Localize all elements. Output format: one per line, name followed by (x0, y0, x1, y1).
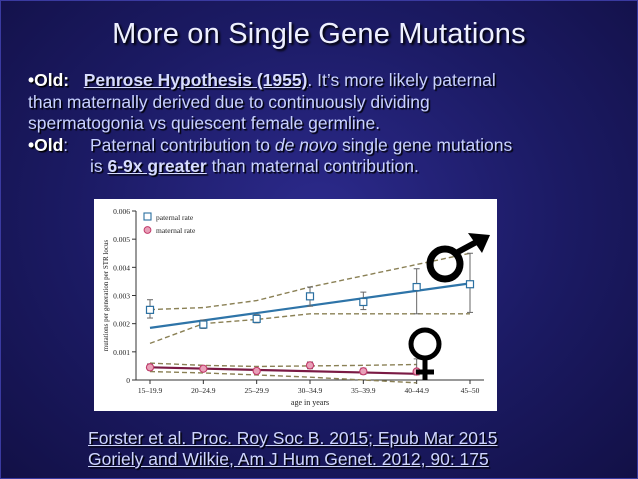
x-tick-label: 15–19.9 (138, 386, 163, 395)
bullet-1-line-3: spermatogonia vs quiescent female germli… (28, 113, 381, 133)
maternal-ci-lower (149, 370, 417, 384)
maternal-point (305, 361, 315, 370)
y-tick-label: 0.002 (113, 320, 130, 329)
paternal-point (465, 280, 475, 289)
bullet-2-post: than maternal contribution. (206, 156, 419, 176)
y-axis-label: mutations per generation per STR locus (102, 240, 110, 352)
x-axis-label: age in years (291, 398, 329, 407)
bullet-2-marker: •Old (28, 134, 64, 155)
paternal-point (199, 320, 208, 329)
reference-1[interactable]: Forster et al. Proc. Roy Soc B. 2015; Ep… (88, 428, 498, 448)
bullet-2-italic: de novo (274, 134, 338, 155)
bullet-2-line-1: Paternal contribution to de novo single … (90, 135, 512, 157)
bullet-2-colon: : (63, 134, 69, 155)
y-tick-label: 0.003 (113, 292, 130, 301)
y-tick-label: 0.005 (113, 235, 130, 244)
bullet-2-text1: Paternal contribution to (90, 134, 275, 155)
male-symbol (426, 233, 490, 283)
female-symbol (408, 327, 442, 380)
y-tick-label: 0.001 (113, 348, 130, 357)
x-tick-label: 30–34.9 (298, 386, 323, 395)
bullet-1-text: It’s more likely paternal (312, 70, 496, 90)
maternal-point (199, 364, 208, 373)
slide-body: •Old: Penrose Hypothesis (1955). It’s mo… (28, 70, 634, 178)
x-tick-label: 35–39.9 (351, 386, 376, 395)
x-tick-label: 20–24.9 (191, 386, 216, 395)
y-tick-label: 0 (126, 376, 130, 385)
maternal-point (145, 363, 155, 372)
paternal-point (412, 282, 421, 292)
maternal-point (252, 366, 261, 376)
bullet-1-sep: . (307, 70, 313, 90)
bullet-1-line-2: than maternally derived due to continuou… (28, 91, 430, 112)
y-tick-label: 0.004 (113, 263, 130, 272)
bullet-2-line-2: is 6-9x greater than maternal contributi… (90, 156, 512, 178)
y-tick-label: 0.006 (113, 207, 130, 216)
bullet-2-emphasis: 6-9x greater (107, 156, 207, 176)
penrose-hypothesis-link[interactable]: Penrose Hypothesis (1955) (83, 70, 308, 90)
legend-maternal-label: maternal rate (156, 226, 196, 235)
bullet-2: •Old: Paternal contribution to de novo s… (28, 135, 634, 178)
maternal-point (359, 367, 368, 376)
bullet-1-marker: •Old: (28, 70, 70, 90)
paternal-point (145, 305, 155, 314)
slide-title: More on Single Gene Mutations (112, 18, 526, 50)
legend-maternal-marker (143, 226, 152, 234)
legend-paternal-marker (143, 212, 152, 221)
mutation-rate-chart: 0 0.001 0.002 0.003 0.004 0.005 0.006 15–19.9 20… (94, 199, 497, 411)
x-tick-label: 25–29.9 (244, 386, 269, 395)
bullet-1-line-1: •Old: Penrose Hypothesis (1955). It’s mo… (28, 70, 634, 92)
maternal-ci-upper (149, 362, 417, 368)
legend-paternal-label: paternal rate (156, 213, 194, 222)
bullet-2-pre: is (90, 156, 108, 176)
paternal-point (305, 292, 315, 301)
x-tick-label: 40–44.9 (404, 386, 429, 395)
bullet-2-lead: •Old: (28, 135, 90, 178)
paternal-point (359, 297, 368, 307)
chart-svg: 0 0.001 0.002 0.003 0.004 0.005 0.006 15–19.9 20… (102, 207, 484, 407)
maternal-trend-line (149, 366, 417, 375)
references: Forster et al. Proc. Roy Soc B. 2015; Ep… (88, 428, 498, 470)
x-tick-label: 45–50 (461, 386, 480, 395)
paternal-point (252, 314, 261, 323)
reference-2[interactable]: Goriely and Wilkie, Am J Hum Genet. 2012… (88, 449, 489, 469)
bullet-2-content: Paternal contribution to de novo single … (90, 135, 512, 178)
bullet-2-text2: single gene mutations (337, 134, 513, 155)
